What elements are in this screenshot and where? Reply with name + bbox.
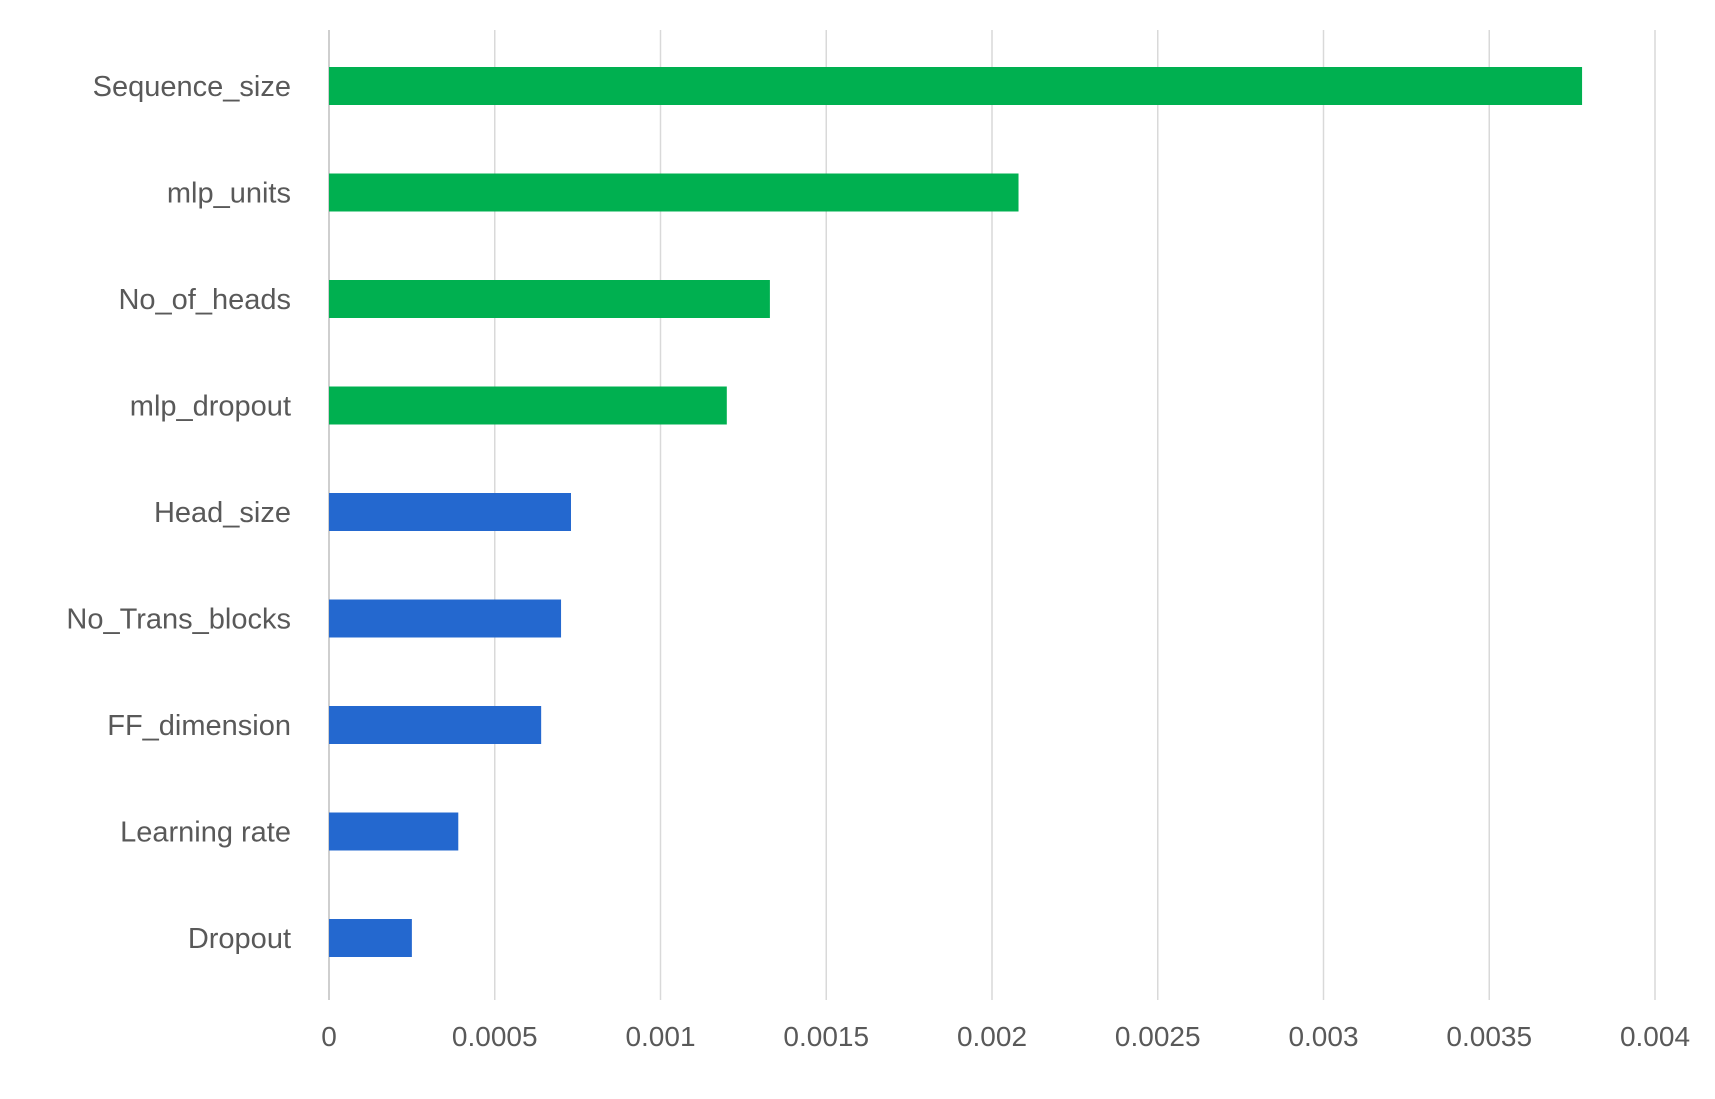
category-label: Head_size [154,497,291,529]
bar-sequence-size [329,67,1583,105]
bar-no-of-heads [329,280,770,318]
bar-no-trans-blocks [329,599,562,638]
category-label: FF_dimension [107,710,291,742]
x-tick-label: 0.0015 [783,1021,869,1052]
x-tick-label: 0.0025 [1115,1021,1201,1052]
category-label: mlp_dropout [130,391,291,423]
category-label: No_Trans_blocks [66,604,291,636]
x-tick-label: 0.0005 [452,1021,538,1052]
category-label: Sequence_size [93,71,291,103]
x-tick-label: 0.002 [957,1021,1027,1052]
x-tick-label: 0.001 [625,1021,695,1052]
bar-learning-rate [329,812,459,851]
bars [329,67,1583,957]
category-label: mlp_units [167,178,291,210]
bar-mlp-units [329,173,1019,212]
x-axis-ticks: 0 0.0005 0.001 0.0015 0.002 0.0025 0.003 0.0035… [321,1021,1690,1052]
category-label: Learning rate [120,817,291,849]
category-labels: Sequence_size mlp_units No_of_heads mlp_dro… [66,71,291,955]
x-tick-label: 0.004 [1620,1021,1690,1052]
x-tick-label: 0 [321,1021,337,1052]
bar-mlp-dropout [329,386,727,425]
x-tick-label: 0.0035 [1446,1021,1532,1052]
category-label: Dropout [188,923,291,955]
x-tick-label: 0.003 [1288,1021,1358,1052]
bar-head-size [329,493,571,531]
bar-ff-dimension [329,706,542,744]
bar-dropout [329,919,412,957]
category-label: No_of_heads [118,284,291,316]
